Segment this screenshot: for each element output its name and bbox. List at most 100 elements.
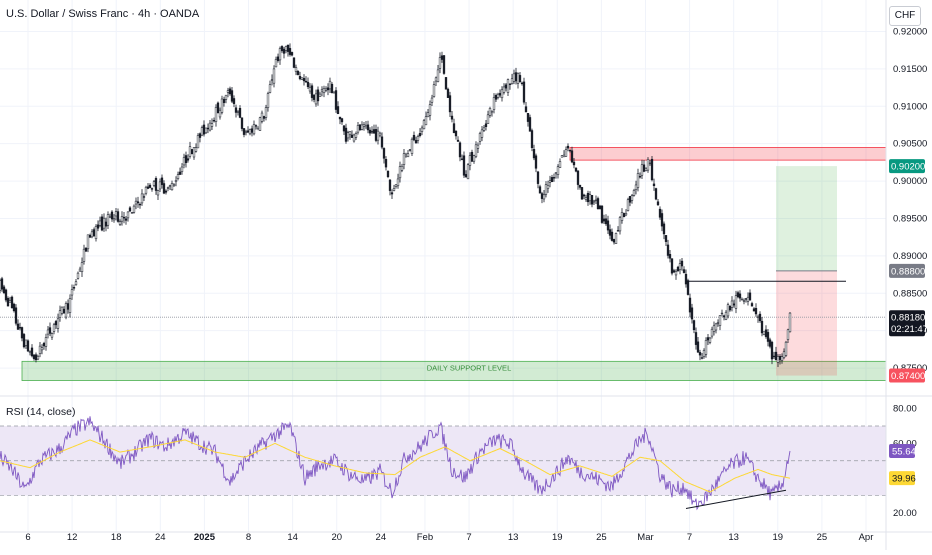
stop-price-badge: 0.87400 <box>891 371 925 382</box>
candle-body <box>46 329 50 335</box>
candle-body <box>210 123 214 127</box>
candle-body <box>86 234 90 250</box>
candle-body <box>76 272 80 279</box>
candle-body <box>682 269 686 273</box>
candle-body <box>720 312 724 315</box>
candle-body <box>150 188 154 190</box>
candle-body <box>510 78 514 85</box>
candle-body <box>476 144 480 149</box>
candle-body <box>228 88 232 95</box>
candle-body <box>384 159 388 168</box>
candle-body <box>494 95 498 100</box>
candle-body <box>94 226 98 240</box>
candle-body <box>642 164 646 172</box>
candle-body <box>204 127 208 134</box>
time-tick-label: 18 <box>111 532 122 543</box>
candle-body <box>400 165 404 171</box>
candle-body <box>372 129 376 134</box>
currency-button[interactable]: CHF <box>889 6 921 26</box>
candle-body <box>306 81 310 88</box>
candle-body <box>88 235 92 238</box>
candle-body <box>556 166 560 175</box>
time-tick-label: 7 <box>687 532 692 543</box>
candle-body <box>376 130 380 141</box>
candle-body <box>14 307 18 324</box>
candle-body <box>274 59 278 68</box>
candle-body <box>92 229 96 237</box>
candle-body <box>184 155 188 164</box>
candle-body <box>314 93 318 105</box>
candle-body <box>226 90 230 93</box>
candle-body <box>468 155 472 166</box>
candle-body <box>40 347 44 351</box>
candle-body <box>186 158 190 161</box>
price-tick-label: 0.89500 <box>893 213 927 224</box>
candle-body <box>6 298 10 307</box>
candle-body <box>466 164 470 180</box>
time-tick-label: 19 <box>773 532 784 543</box>
candle-body <box>480 129 484 138</box>
candle-body <box>358 124 362 131</box>
candle-body <box>612 239 616 243</box>
candle-body <box>588 194 592 202</box>
price-tick-label: 0.91500 <box>893 64 927 75</box>
candles-group <box>0 43 792 368</box>
candle-body <box>360 124 364 130</box>
candle-body <box>342 125 346 132</box>
candle-body <box>126 211 130 219</box>
candle-body <box>632 190 636 196</box>
candle-body <box>578 184 582 188</box>
rsi-line <box>0 416 791 511</box>
candle-body <box>532 149 536 159</box>
candle-body <box>110 211 114 220</box>
candle-body <box>2 286 6 294</box>
candle-body <box>746 296 750 302</box>
candle-body <box>714 323 718 331</box>
candle-body <box>26 340 30 352</box>
candle-body <box>288 48 292 55</box>
candle-body <box>788 312 792 333</box>
last-price-badge-bg <box>889 310 925 337</box>
candle-body <box>284 46 288 51</box>
candle-body <box>162 183 166 194</box>
candle-body <box>244 131 248 134</box>
candle-body <box>754 308 758 315</box>
candle-body <box>772 355 776 358</box>
time-tick-label: 8 <box>246 532 251 543</box>
candle-body <box>576 170 580 185</box>
candle-body <box>42 343 46 347</box>
candle-body <box>112 218 116 221</box>
candle-body <box>744 298 748 300</box>
candle-body <box>74 281 78 286</box>
candle-body <box>256 126 260 130</box>
candle-body <box>370 131 374 133</box>
candle-body <box>446 88 450 98</box>
candle-body <box>608 229 612 236</box>
candle-body <box>590 195 594 205</box>
candle-body <box>104 221 108 227</box>
candle-body <box>512 73 516 82</box>
candle-body <box>740 298 744 301</box>
candle-body <box>606 220 610 231</box>
candle-body <box>506 79 510 93</box>
candle-body <box>640 164 644 176</box>
candle-body <box>702 350 706 357</box>
price-tick-label: 0.91000 <box>893 101 927 112</box>
candle-body <box>514 72 518 82</box>
candle-body <box>460 158 464 160</box>
candle-body <box>660 213 664 227</box>
candle-body <box>398 166 402 179</box>
candle-body <box>266 93 270 108</box>
rsi-ma-value-badge-bg <box>889 471 915 486</box>
entry-price-badge-bg <box>889 263 925 278</box>
candle-body <box>16 323 20 330</box>
candle-body <box>318 93 322 97</box>
time-tick-label: 14 <box>287 532 298 543</box>
candle-body <box>680 260 684 267</box>
candle-body <box>268 84 272 93</box>
candle-body <box>586 192 590 203</box>
candle-body <box>636 173 640 188</box>
candle-body <box>64 303 68 318</box>
